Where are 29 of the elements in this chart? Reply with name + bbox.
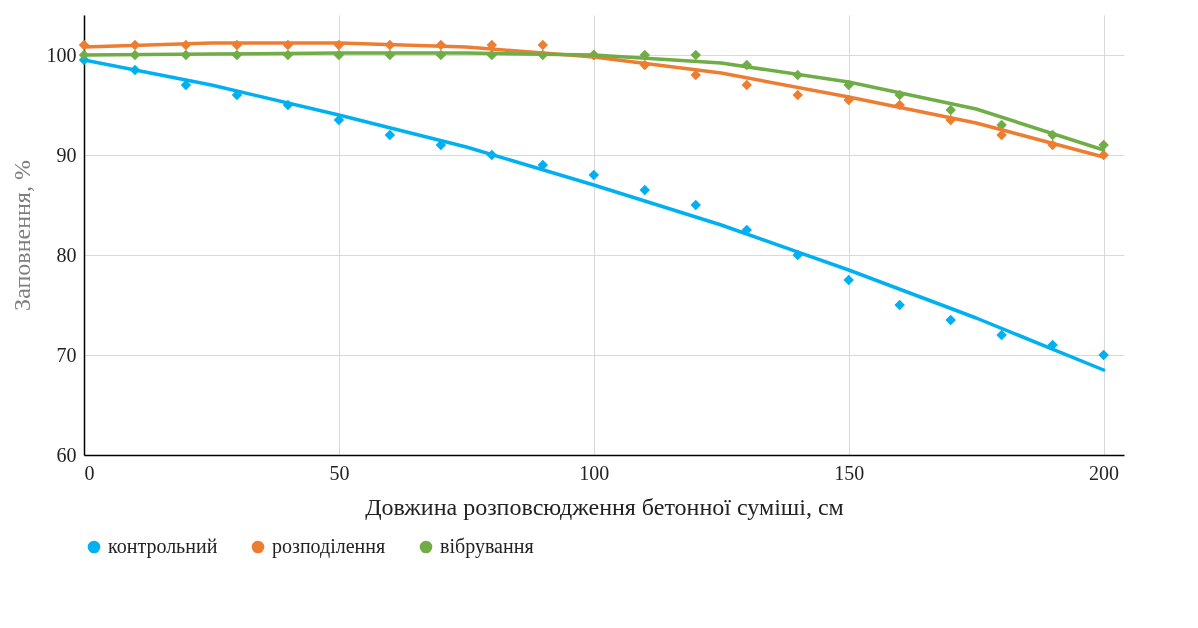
point xyxy=(894,299,905,311)
y-tick-label: 90 xyxy=(56,143,77,166)
point xyxy=(690,49,702,61)
y-tick-label: 80 xyxy=(56,243,77,266)
point xyxy=(384,129,396,141)
x-tick-label: 50 xyxy=(329,461,350,484)
point xyxy=(945,314,956,326)
point xyxy=(945,104,956,116)
legend-label: контрольний xyxy=(108,535,218,558)
legend-label: вібрування xyxy=(440,535,534,558)
y-tick-label: 70 xyxy=(56,343,77,366)
x-tick-label: 0 xyxy=(84,461,95,484)
legend-label: розподілення xyxy=(272,535,386,558)
y-tick-label: 100 xyxy=(46,43,77,66)
point xyxy=(639,184,651,196)
point xyxy=(792,89,803,101)
point xyxy=(588,169,600,181)
point xyxy=(537,39,549,51)
point xyxy=(1098,349,1109,361)
point xyxy=(741,79,752,91)
point xyxy=(843,274,854,286)
x-tick-label: 100 xyxy=(579,461,610,484)
x-axis-title: Довжина розповсюдження бетонної суміші, см xyxy=(365,493,844,520)
y-axis-title: Заповнення, % xyxy=(8,160,35,311)
y-tick-label: 60 xyxy=(56,443,77,466)
x-tick-label: 200 xyxy=(1089,461,1120,484)
point xyxy=(690,199,702,211)
point xyxy=(996,329,1007,341)
x-tick-label: 150 xyxy=(834,461,865,484)
